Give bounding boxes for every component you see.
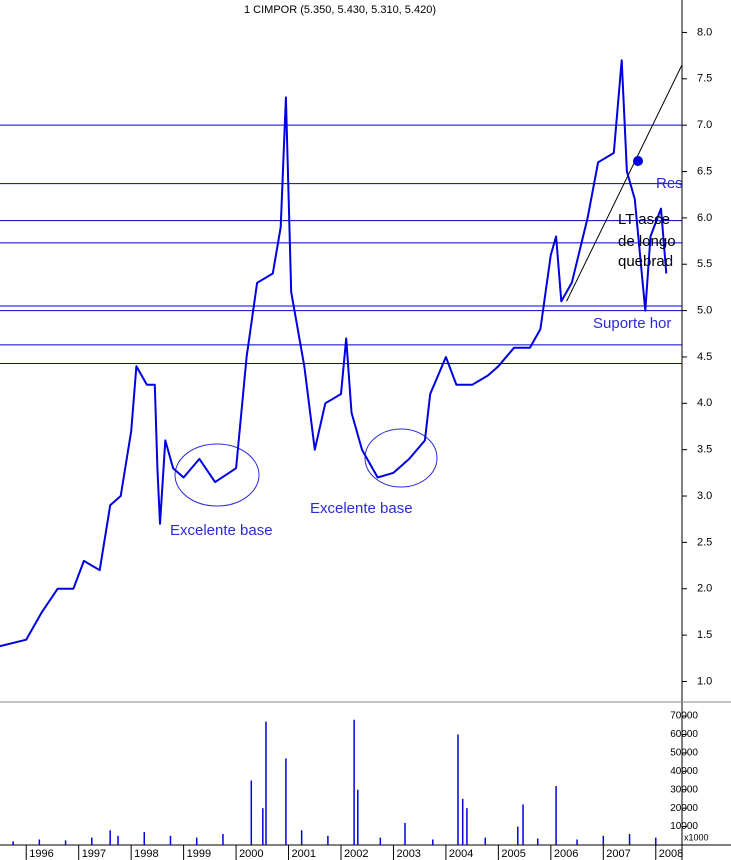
annotation: Excelente base <box>170 522 273 539</box>
annotation: LT asce <box>618 211 670 228</box>
y-tick-label: 2.0 <box>697 583 712 595</box>
y-tick-label: 60000 <box>670 729 698 740</box>
base-ellipse <box>364 428 438 488</box>
y-tick-label: 6.0 <box>697 212 712 224</box>
y-tick-label: 8.0 <box>697 26 712 38</box>
x-tick-label: 2003 <box>396 848 420 860</box>
y-tick-label: 40000 <box>670 766 698 777</box>
y-tick-label: 50000 <box>670 748 698 759</box>
y-tick-label: 4.5 <box>697 351 712 363</box>
annotation: de longo <box>618 233 676 250</box>
annotation: Suporte hor <box>593 315 671 332</box>
y-tick-label: 30000 <box>670 784 698 795</box>
y-tick-label: 1.0 <box>697 675 712 687</box>
x-tick-label: 2008 <box>659 848 683 860</box>
break-marker <box>633 156 643 166</box>
base-ellipse <box>174 443 260 507</box>
y-tick-label: 5.5 <box>697 258 712 270</box>
plot-area: Excelente base Excelente base Res LT asce de… <box>0 59 683 845</box>
y-tick-label: 7.0 <box>697 119 712 131</box>
x-tick-label: 2000 <box>239 848 263 860</box>
y-tick-label: 10000 <box>670 821 698 832</box>
x-tick-label: 2002 <box>344 848 368 860</box>
x-tick-label: 2004 <box>449 848 473 860</box>
y-tick-label: 6.5 <box>697 165 712 177</box>
y-tick-label: 3.0 <box>697 490 712 502</box>
y-tick-label: 2.5 <box>697 536 712 548</box>
trend-line <box>566 64 682 302</box>
x-tick-label: 1996 <box>29 848 53 860</box>
x-tick-label: 1999 <box>187 848 211 860</box>
chart-title: 1 CIMPOR (5.350, 5.430, 5.310, 5.420) <box>244 4 436 16</box>
annotation: Res <box>656 175 683 192</box>
x-tick-label: 2005 <box>501 848 525 860</box>
x-tick-label: 2007 <box>606 848 630 860</box>
y-tick-label: 7.5 <box>697 73 712 85</box>
annotation: quebrad <box>618 253 673 270</box>
y-tick-label: 3.5 <box>697 444 712 456</box>
y-tick-label: 4.0 <box>697 397 712 409</box>
volume-unit: x1000 <box>684 832 709 842</box>
y-tick-label: 20000 <box>670 803 698 814</box>
price-line <box>0 59 668 648</box>
x-tick-label: 2001 <box>292 848 316 860</box>
x-tick-label: 1997 <box>82 848 106 860</box>
x-tick-label: 1998 <box>134 848 158 860</box>
y-tick-label: 70000 <box>670 711 698 722</box>
y-tick-label: 5.0 <box>697 305 712 317</box>
y-tick-label: 1.5 <box>697 629 712 641</box>
annotation: Excelente base <box>310 500 413 517</box>
x-tick-label: 2006 <box>554 848 578 860</box>
